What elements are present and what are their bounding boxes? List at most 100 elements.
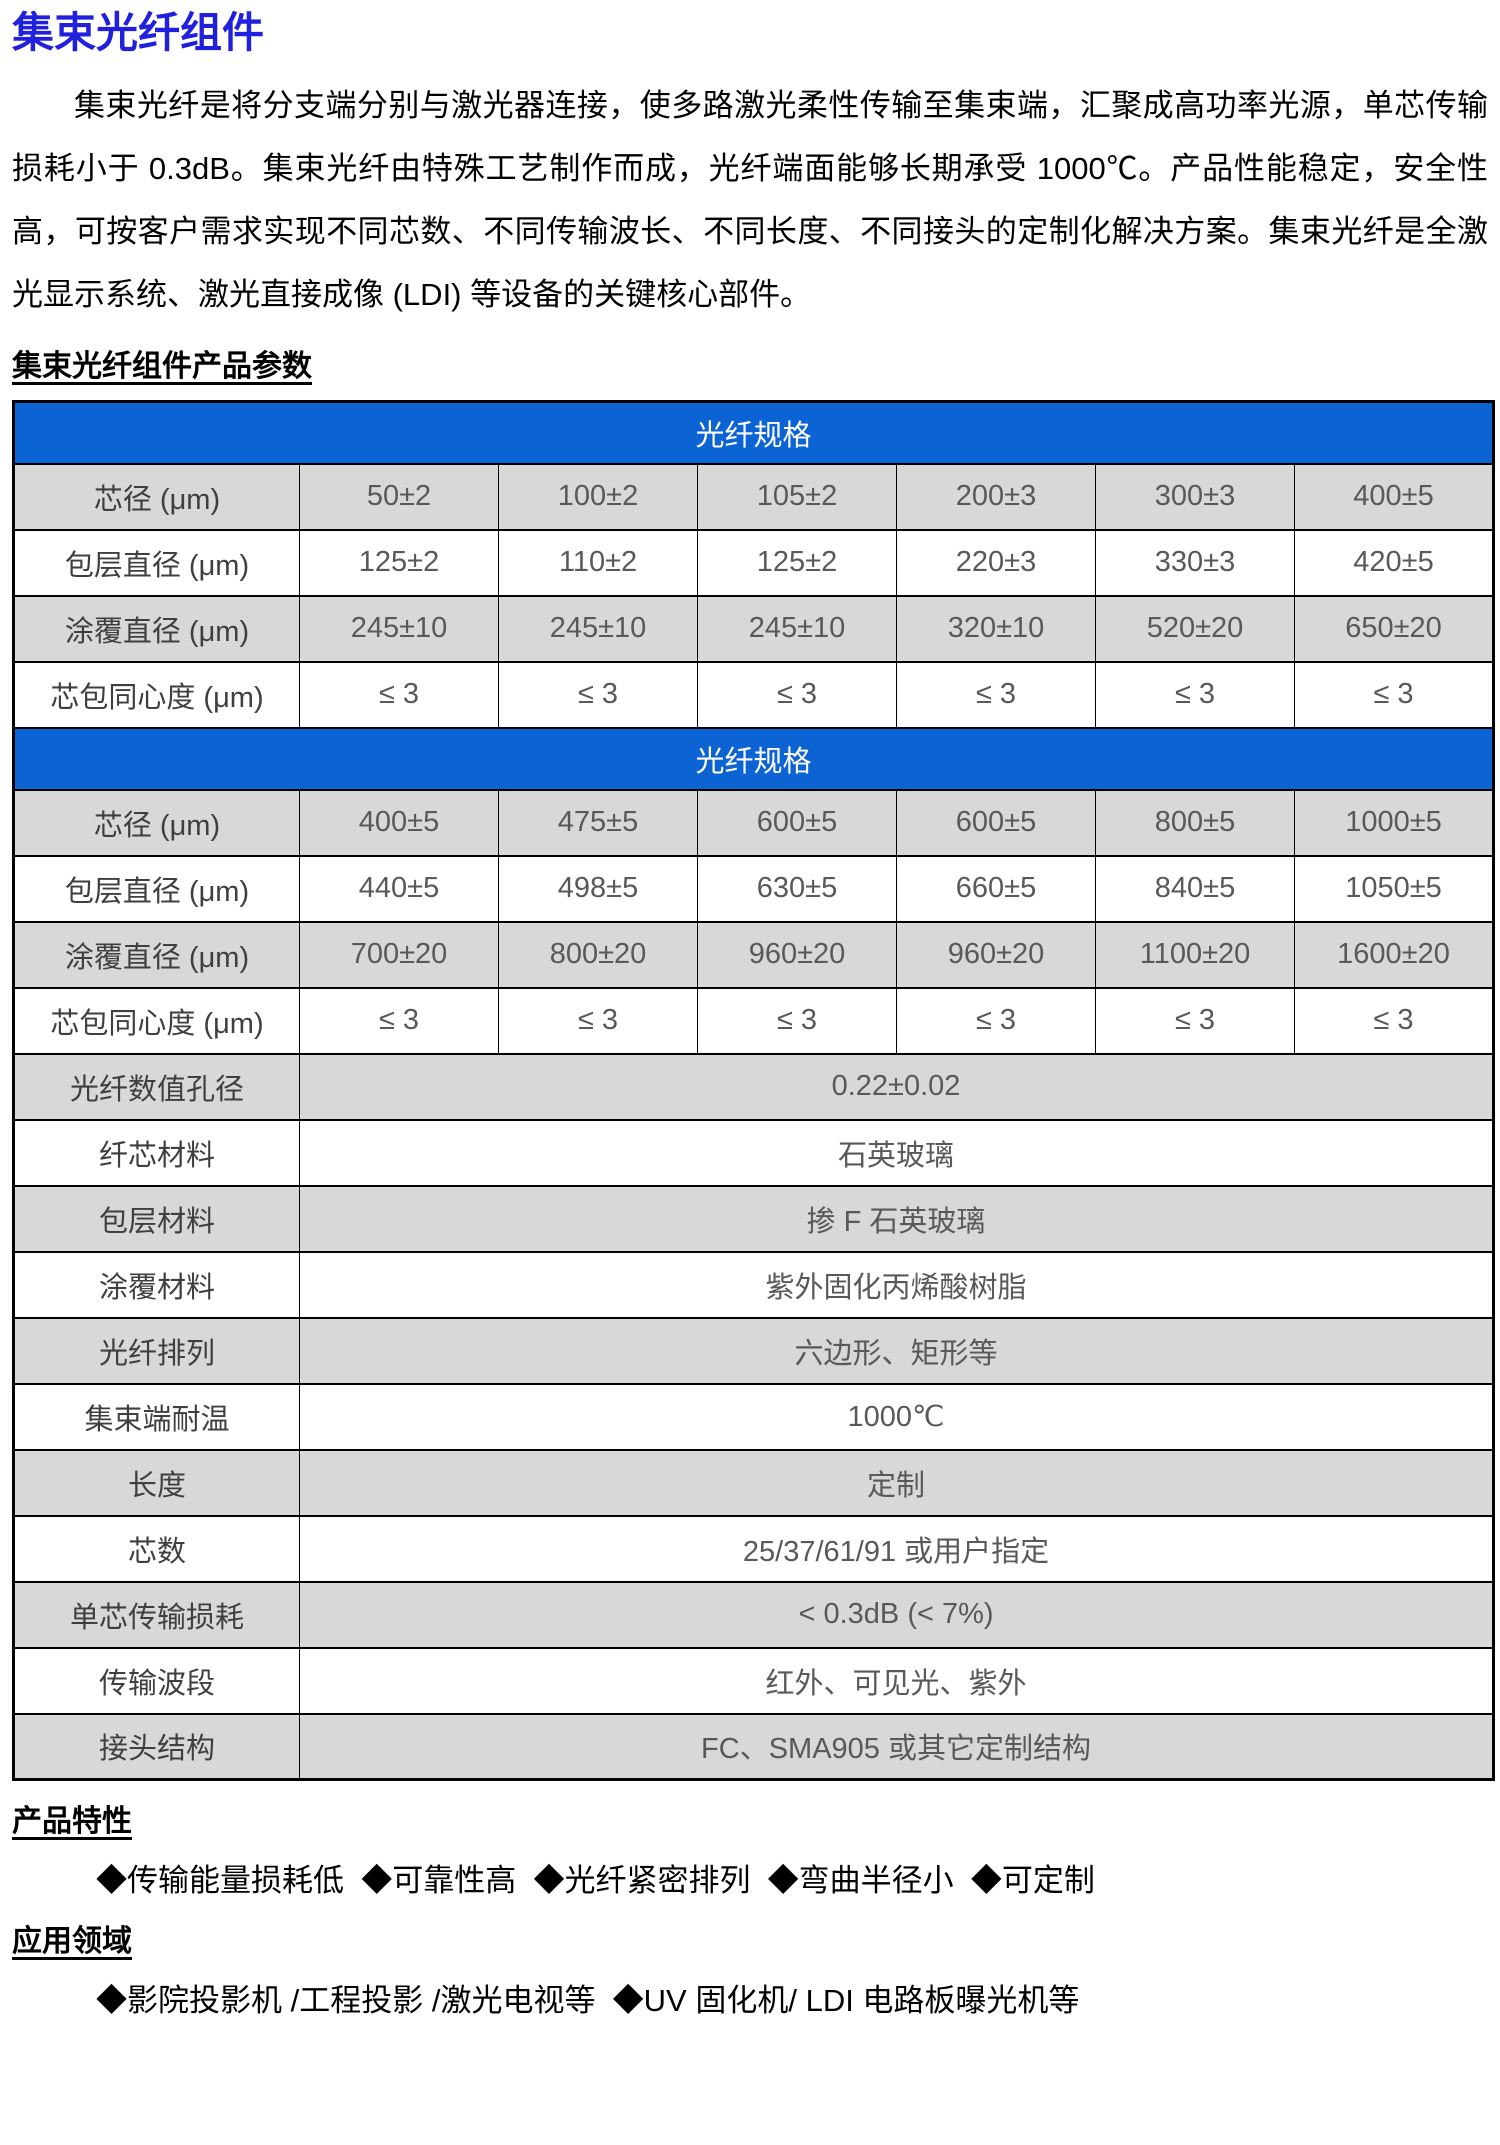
spec-cell: 520±20 (1095, 594, 1295, 663)
row-label: 包层材料 (13, 1184, 300, 1253)
intro-paragraph: 集束光纤是将分支端分别与激光器连接，使多路激光柔性传输至集束端，汇聚成高功率光源… (12, 88, 1488, 312)
spec-cell: ≤ 3 (1293, 986, 1495, 1055)
spec-row: 涂覆直径 (μm) 700±20 800±20 960±20 960±20 1100±20… (13, 920, 1495, 989)
spec-merged-value: 25/37/61/91 或用户指定 (298, 1514, 1495, 1583)
spec-cell: 420±5 (1293, 528, 1495, 597)
spec-cell: ≤ 3 (1293, 660, 1495, 729)
spec-merged-value: 石英玻璃 (298, 1118, 1495, 1187)
spec-cell: 800±5 (1095, 788, 1295, 857)
spec-row: 包层材料掺 F 石英玻璃 (13, 1184, 1495, 1253)
row-label: 单芯传输损耗 (13, 1580, 300, 1649)
spec-cell: 125±2 (299, 528, 499, 597)
row-label: 传输波段 (13, 1646, 300, 1715)
spec-row: 接头结构 FC、SMA905 或其它定制结构 (13, 1712, 1495, 1781)
spec-cell: 650±20 (1293, 594, 1495, 663)
spec-cell: ≤ 3 (697, 660, 897, 729)
row-label: 集束端耐温 (13, 1382, 300, 1451)
spec-row: 芯径 (μm) 50±2 100±2 105±2 200±3 300±3 400±5 (13, 462, 1495, 531)
row-label: 芯包同心度 (μm) (13, 986, 300, 1055)
spec-cell: ≤ 3 (896, 986, 1096, 1055)
spec-cell: 200±3 (896, 462, 1096, 531)
spec-row: 传输波段 红外、可见光、紫外 (13, 1646, 1495, 1715)
row-label: 光纤排列 (13, 1316, 300, 1385)
row-label: 涂覆直径 (μm) (13, 920, 300, 989)
spec-cell: 600±5 (697, 788, 897, 857)
row-label: 纤芯材料 (13, 1118, 300, 1187)
spec-cell: 700±20 (299, 920, 499, 989)
spec-cell: 330±3 (1095, 528, 1295, 597)
table-section-header: 光纤规格 (12, 726, 1495, 791)
spec-row: 纤芯材料 石英玻璃 (13, 1118, 1495, 1187)
spec-merged-value: 红外、可见光、紫外 (298, 1646, 1495, 1715)
spec-cell: 1000±5 (1293, 788, 1495, 857)
spec-merged-value: 紫外固化丙烯酸树脂 (298, 1250, 1495, 1319)
spec-row: 包层直径 (μm) 440±5 498±5 630±5 660±5 840±5 1050±5 (13, 854, 1495, 923)
features-heading: 产品特性 (12, 1805, 132, 1838)
row-label: 芯包同心度 (μm) (13, 660, 300, 729)
row-label: 光纤数值孔径 (13, 1052, 300, 1121)
params-heading: 集束光纤组件产品参数 (12, 350, 312, 383)
spec-cell: 105±2 (697, 462, 897, 531)
spec-row: 涂覆直径 (μm) 245±10 245±10 245±10 320±10 520±20 6… (13, 594, 1495, 663)
table-section-header-row: 光纤规格 (12, 400, 1495, 465)
spec-cell: 475±5 (498, 788, 698, 857)
spec-cell: 630±5 (697, 854, 897, 923)
spec-cell: 245±10 (498, 594, 698, 663)
spec-merged-value: FC、SMA905 或其它定制结构 (298, 1712, 1495, 1781)
spec-cell: 245±10 (299, 594, 499, 663)
spec-row: 光纤数值孔径 0.22±0.02 (13, 1052, 1495, 1121)
spec-cell: 440±5 (299, 854, 499, 923)
spec-cell: 245±10 (697, 594, 897, 663)
spec-cell: 800±20 (498, 920, 698, 989)
table-section-header: 光纤规格 (12, 400, 1495, 465)
spec-table: 光纤规格 芯径 (μm) 50±2 100±2 105±2 200±3 300±3 400±5… (12, 400, 1496, 1781)
spec-cell: 1050±5 (1293, 854, 1495, 923)
spec-cell: 400±5 (299, 788, 499, 857)
spec-cell: 600±5 (896, 788, 1096, 857)
spec-table-body: 光纤规格 芯径 (μm) 50±2 100±2 105±2 200±3 300±3 400±5… (12, 400, 1495, 1781)
row-label: 涂覆材料 (13, 1250, 300, 1319)
spec-cell: 50±2 (299, 462, 499, 531)
spec-cell: 125±2 (697, 528, 897, 597)
spec-cell: 960±20 (697, 920, 897, 989)
applications-heading: 应用领域 (12, 1925, 132, 1958)
spec-cell: ≤ 3 (896, 660, 1096, 729)
features-line: ◆传输能量损耗低 ◆可靠性高 ◆光纤紧密排列 ◆弯曲半径小 ◆可定制 (96, 1863, 1095, 1898)
spec-merged-value: 1000℃ (298, 1382, 1495, 1451)
spec-row: 芯包同心度 (μm) ≤ 3 ≤ 3 ≤ 3 ≤ 3 ≤ 3 ≤ 3 (13, 986, 1495, 1055)
spec-cell: 960±20 (896, 920, 1096, 989)
row-label: 芯数 (13, 1514, 300, 1583)
applications-line: ◆影院投影机 /工程投影 /激光电视等 ◆UV 固化机/ LDI 电路板曝光机等 (96, 1983, 1080, 2018)
spec-cell: 220±3 (896, 528, 1096, 597)
spec-merged-value: 六边形、矩形等 (298, 1316, 1495, 1385)
spec-cell: 100±2 (498, 462, 698, 531)
row-label: 接头结构 (13, 1712, 300, 1781)
table-section-header-row: 光纤规格 (12, 726, 1495, 791)
spec-cell: 840±5 (1095, 854, 1295, 923)
spec-cell: ≤ 3 (1095, 660, 1295, 729)
spec-row: 集束端耐温 1000℃ (13, 1382, 1495, 1451)
spec-cell: ≤ 3 (697, 986, 897, 1055)
spec-cell: 498±5 (498, 854, 698, 923)
spec-merged-value: < 0.3dB (< 7%) (298, 1580, 1495, 1649)
row-label: 涂覆直径 (μm) (13, 594, 300, 663)
spec-row: 包层直径 (μm) 125±2 110±2 125±2 220±3 330±3 420±5 (13, 528, 1495, 597)
page-title: 集束光纤组件 (12, 9, 265, 56)
spec-merged-value: 0.22±0.02 (298, 1052, 1495, 1121)
spec-row: 光纤排列 六边形、矩形等 (13, 1316, 1495, 1385)
spec-cell: 300±3 (1095, 462, 1295, 531)
spec-row: 单芯传输损耗 < 0.3dB (< 7%) (13, 1580, 1495, 1649)
spec-cell: ≤ 3 (498, 986, 698, 1055)
spec-cell: ≤ 3 (1095, 986, 1295, 1055)
spec-cell: ≤ 3 (299, 660, 499, 729)
spec-merged-value: 掺 F 石英玻璃 (298, 1184, 1495, 1253)
spec-cell: 660±5 (896, 854, 1096, 923)
row-label: 芯径 (μm) (13, 788, 300, 857)
spec-cell: ≤ 3 (299, 986, 499, 1055)
spec-cell: 1100±20 (1095, 920, 1295, 989)
spec-cell: 320±10 (896, 594, 1096, 663)
row-label: 芯径 (μm) (13, 462, 300, 531)
spec-cell: 400±5 (1293, 462, 1495, 531)
spec-cell: 110±2 (498, 528, 698, 597)
datasheet-page: 集束光纤组件 集束光纤是将分支端分别与激光器连接，使多路激光柔性传输至集束端，汇… (12, 9, 1496, 2018)
